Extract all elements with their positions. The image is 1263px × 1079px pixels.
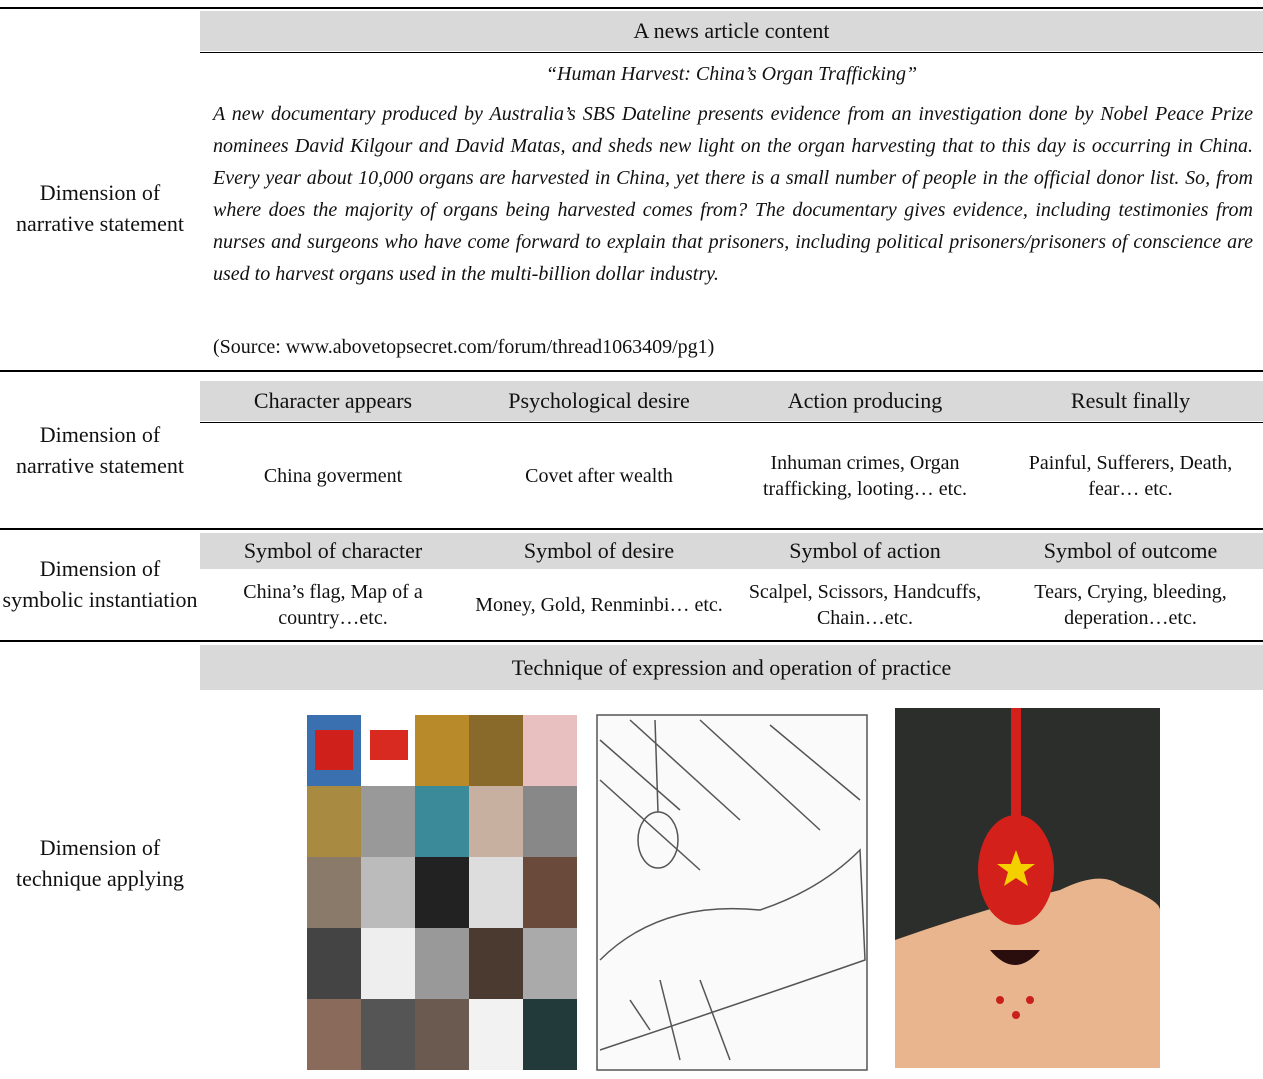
table-cell: Money, Gold, Renminbi… etc. <box>475 594 723 616</box>
column-header: Symbol of outcome <box>1043 538 1218 563</box>
collage <box>307 715 577 1070</box>
article-source: (Source: www.abovetopsecret.com/forum/th… <box>213 336 715 358</box>
table-cell: China goverment <box>263 465 403 487</box>
column-header: Result finally <box>1070 388 1191 413</box>
poster <box>895 708 1160 1068</box>
column-header: Symbol of desire <box>523 538 675 563</box>
table-cell: Tears, Crying, bleeding, deperation…etc. <box>1034 581 1227 629</box>
article-title: “Human Harvest: China’s Organ Traffickin… <box>545 63 918 85</box>
header-bar <box>200 11 1263 51</box>
rule <box>0 528 1263 530</box>
table-cell: China’s flag, Map of a country…etc. <box>243 581 423 629</box>
table-cell: Covet after wealth <box>525 465 673 487</box>
table-cell: Painful, Sufferers, Death, fear… etc. <box>1028 452 1233 500</box>
dimension-label: Dimension of technique applying <box>15 835 184 891</box>
rule <box>0 640 1263 642</box>
dimension-label: Dimension of narrative statement <box>16 179 184 236</box>
header-bar <box>200 533 1263 569</box>
column-header: Action producing <box>787 388 943 413</box>
sketch <box>596 714 868 1071</box>
table-cell: Scalpel, Scissors, Handcuffs, Chain…etc. <box>748 581 982 629</box>
table-cell: Inhuman crimes, Organ trafficking, looti… <box>762 452 968 500</box>
top-rule <box>0 7 1263 9</box>
article-body: A new documentary produced by Australia’… <box>213 103 1253 285</box>
header-bar <box>200 645 1263 690</box>
rule <box>200 422 1263 423</box>
section-header: A news article content <box>633 18 830 43</box>
column-header: Character appears <box>253 388 413 413</box>
dimension-label: Dimension of symbolic instantiation <box>2 556 198 612</box>
column-header: Symbol of character <box>243 538 423 563</box>
section-header: Technique of expression and operation of… <box>511 654 952 680</box>
header-bar <box>200 381 1263 421</box>
rule <box>200 52 1263 53</box>
rule <box>0 370 1263 372</box>
illustrations <box>307 708 1160 1071</box>
column-header: Psychological desire <box>508 388 690 413</box>
dimension-label: Dimension of narrative statement <box>16 422 184 478</box>
column-header: Symbol of action <box>789 538 941 563</box>
